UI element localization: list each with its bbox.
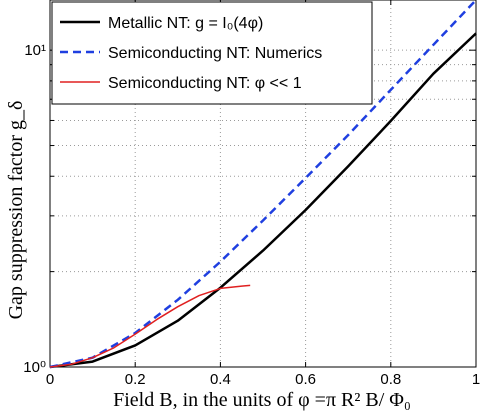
x-tick-label: 0.2 (125, 371, 146, 388)
series-group (49, 0, 477, 369)
legend-label-2: Semiconducting NT: φ << 1 (108, 75, 302, 92)
x-axis-title: Field B, in the units of φ =π R² B/ Φ₀ (113, 389, 411, 411)
y-tick-label: 10¹ (24, 42, 46, 59)
x-tick-label: 1 (472, 371, 480, 388)
legend-box (51, 1, 373, 105)
legend-label-1: Semiconducting NT: Numerics (108, 45, 322, 62)
x-tick-label: 0.4 (210, 371, 231, 388)
legend: Metallic NT: g = I₀(4φ) Semiconducting N… (51, 1, 373, 105)
series-line-1 (49, 0, 477, 369)
series-line-0 (49, 32, 477, 369)
axis-ticks: 0 0.2 0.4 0.6 0.8 1 10⁰ 10¹ (23, 0, 480, 388)
x-tick-label: 0.6 (295, 371, 316, 388)
series-line-2 (49, 284, 251, 368)
x-tick-label: 0.8 (380, 371, 401, 388)
y-tick-label: 10⁰ (23, 359, 46, 376)
y-axis-title: Gap suppression factor g_δ (5, 101, 27, 320)
plot-frame (49, 0, 477, 368)
legend-label-0: Metallic NT: g = I₀(4φ) (108, 15, 263, 32)
x-tick-label: 0 (46, 371, 54, 388)
